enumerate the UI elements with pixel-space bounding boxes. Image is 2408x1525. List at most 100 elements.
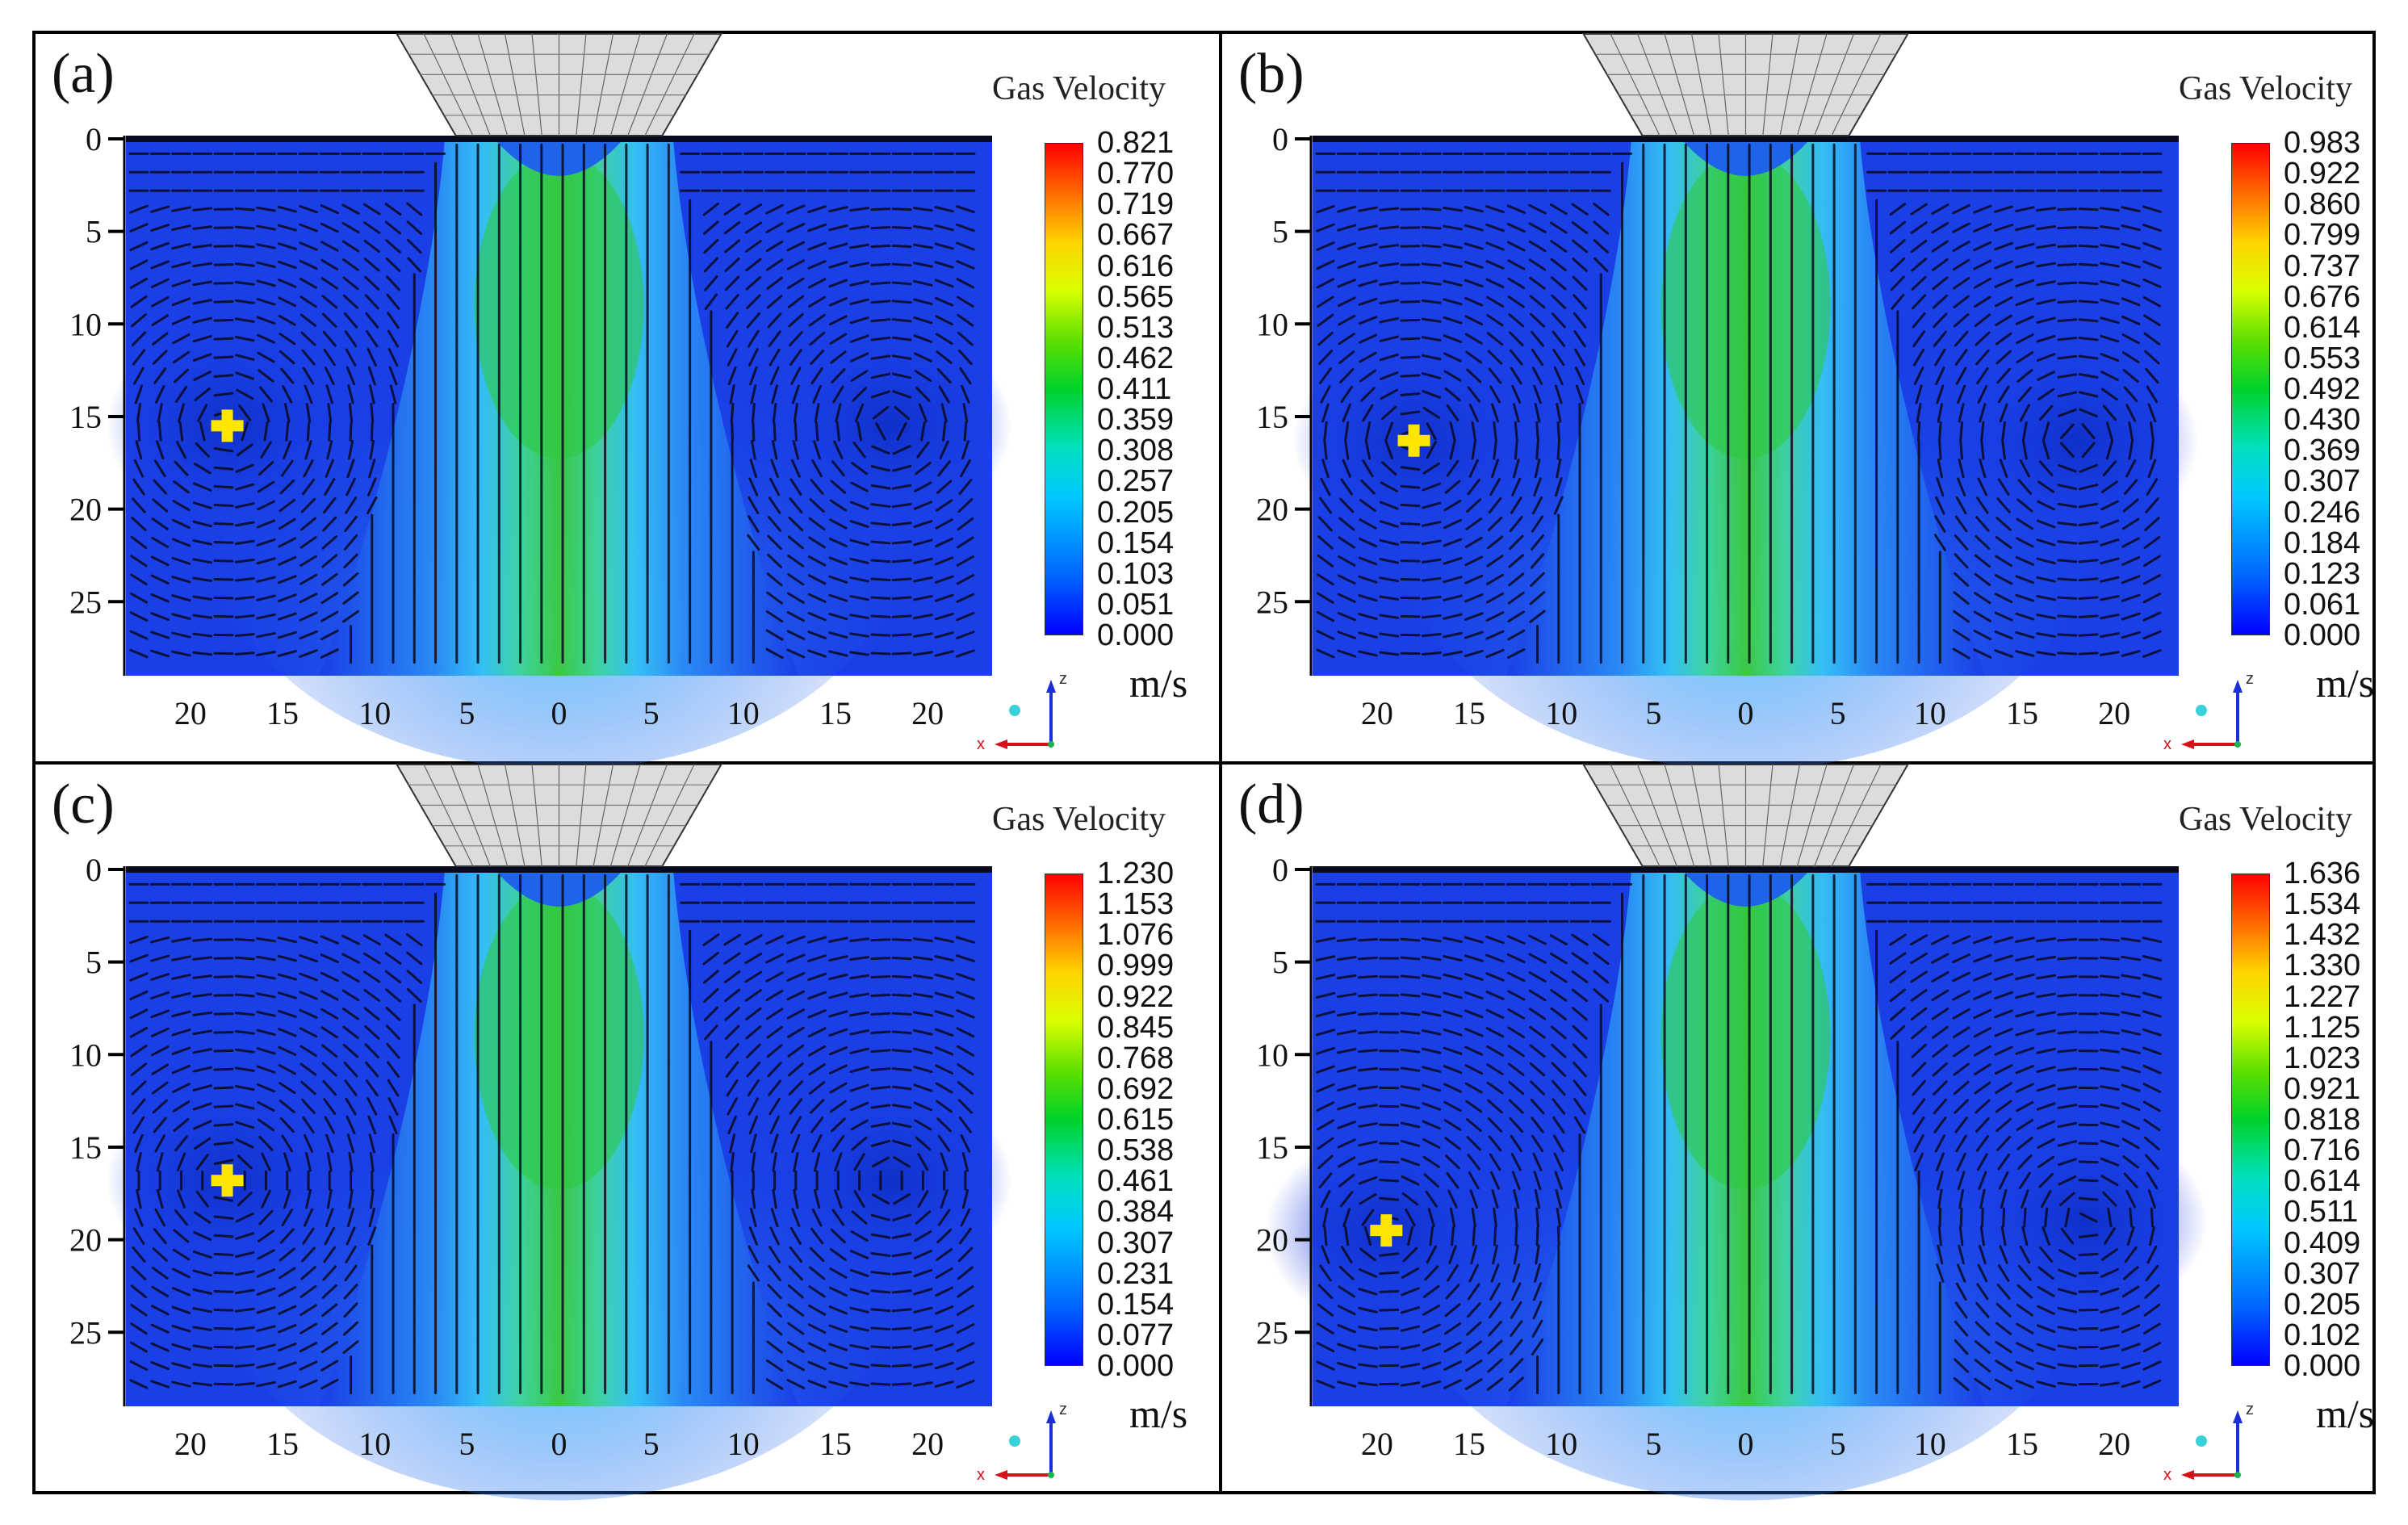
velocity-vector: [277, 1380, 297, 1389]
velocity-vector: [134, 384, 144, 404]
velocity-vector: [1471, 439, 1476, 460]
velocity-vector: [2144, 1284, 2160, 1299]
velocity-vector: [955, 205, 975, 214]
velocity-vector: [916, 441, 930, 459]
velocity-vector: [1533, 384, 1542, 404]
velocity-vector: [236, 443, 253, 457]
velocity-vector: [1528, 203, 1547, 215]
velocity-vector: [2150, 439, 2155, 460]
velocity-vector: [1421, 632, 1442, 638]
velocity-vector: [1422, 1047, 1442, 1054]
velocity-vector: [831, 1134, 845, 1152]
velocity-vector: [193, 482, 212, 492]
velocity-vector: [1400, 1103, 1421, 1110]
velocity-vector: [174, 385, 188, 404]
velocity-vector: [915, 1136, 932, 1151]
velocity-vector: [386, 293, 400, 310]
velocity-vector: [2121, 224, 2141, 232]
velocity-vector: [959, 459, 971, 478]
colorbar-tick-label: 0.102: [2284, 1318, 2361, 1352]
velocity-vector: [808, 517, 826, 531]
velocity-vector: [768, 348, 781, 367]
velocity-vector: [1379, 244, 1400, 249]
velocity-vector: [704, 1024, 718, 1041]
velocity-vector: [342, 591, 359, 605]
x-tick-label: 10: [1914, 1426, 1946, 1462]
velocity-vector: [1464, 1064, 1484, 1075]
velocity-vector: [1316, 1119, 1335, 1131]
velocity-vector: [2036, 1362, 2056, 1370]
nozzle-mesh: [1581, 33, 1910, 136]
velocity-vector: [1339, 368, 1355, 383]
velocity-vector: [406, 202, 423, 216]
velocity-vector: [1514, 1225, 1518, 1246]
velocity-vector: [156, 1152, 164, 1172]
velocity-vector: [1317, 350, 1334, 366]
velocity-vector: [2121, 333, 2140, 345]
velocity-vector: [956, 223, 975, 233]
velocity-vector: [786, 648, 806, 659]
velocity-vector: [1358, 575, 1378, 584]
velocity-vector: [1935, 1152, 1945, 1172]
velocity-vector: [786, 241, 806, 252]
velocity-vector: [1510, 1301, 1522, 1319]
velocity-vector: [1444, 1137, 1461, 1150]
velocity-vector: [341, 610, 360, 623]
velocity-vector: [193, 463, 211, 475]
velocity-vector: [1358, 316, 1378, 325]
velocity-vector: [1379, 614, 1400, 619]
velocity-vector: [299, 573, 318, 585]
velocity-vector: [913, 595, 933, 601]
velocity-vector: [1336, 1029, 1357, 1036]
velocity-vector: [277, 936, 297, 944]
velocity-vector: [2057, 1121, 2078, 1129]
velocity-vector: [2057, 937, 2078, 942]
velocity-vector: [192, 244, 213, 249]
velocity-vector: [388, 366, 398, 386]
velocity-vector: [1426, 422, 1437, 441]
colorbar-tick-label: 0.860: [2284, 187, 2361, 222]
velocity-vector: [1317, 554, 1334, 568]
velocity-vector: [1443, 518, 1462, 530]
velocity-vector: [1465, 1100, 1483, 1113]
velocity-vector: [1337, 593, 1356, 603]
velocity-vector: [1550, 1007, 1568, 1020]
velocity-vector: [829, 1082, 848, 1094]
velocity-vector: [1401, 1267, 1420, 1279]
velocity-vector: [1509, 331, 1524, 346]
velocity-vector: [2150, 421, 2155, 442]
velocity-vector: [2125, 1189, 2137, 1209]
velocity-vector: [786, 223, 806, 233]
units-label: m/s: [2316, 1391, 2375, 1436]
velocity-vector: [751, 402, 756, 423]
velocity-vector: [234, 1048, 255, 1054]
velocity-vector: [1974, 1377, 1991, 1391]
velocity-vector: [365, 1079, 379, 1097]
velocity-vector: [915, 387, 931, 402]
velocity-vector: [813, 1189, 821, 1209]
velocity-vector: [807, 223, 827, 233]
velocity-vector: [1889, 220, 1906, 235]
velocity-vector: [913, 1343, 933, 1351]
velocity-vector: [213, 374, 234, 378]
velocity-vector: [173, 1229, 190, 1243]
velocity-vector: [1337, 1138, 1356, 1149]
velocity-vector: [1400, 484, 1421, 489]
velocity-vector: [829, 1100, 847, 1113]
velocity-vector: [283, 1152, 291, 1172]
velocity-vector: [234, 1270, 255, 1276]
velocity-vector: [787, 1044, 805, 1058]
velocity-vector: [830, 480, 847, 494]
velocity-vector: [1422, 406, 1441, 419]
velocity-vector: [1338, 1173, 1355, 1188]
velocity-vector: [153, 479, 168, 495]
velocity-vector: [1977, 477, 1988, 496]
velocity-vector: [871, 1193, 890, 1204]
velocity-vector: [935, 1286, 954, 1297]
velocity-vector: [891, 225, 912, 230]
velocity-vector: [1315, 1029, 1336, 1037]
velocity-vector: [959, 367, 972, 385]
velocity-vector: [256, 992, 276, 999]
velocity-vector: [2142, 1342, 2162, 1353]
velocity-vector: [157, 421, 162, 442]
